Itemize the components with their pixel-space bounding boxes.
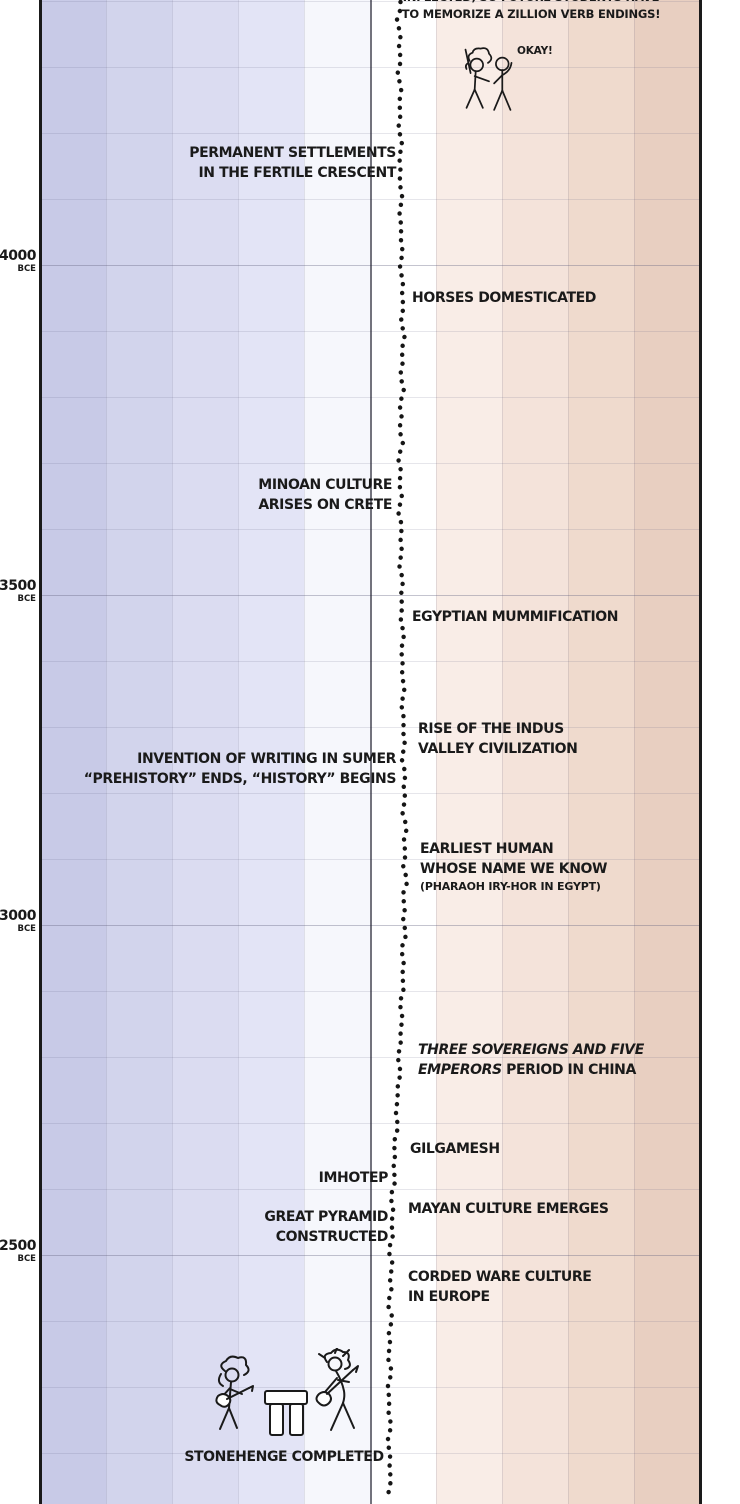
event-label-gilgamesh: GILGAMESH xyxy=(410,1141,500,1157)
tick-unit-label: BCE xyxy=(17,594,36,604)
gradient-band xyxy=(634,0,700,1504)
gridline-minor xyxy=(436,0,437,1504)
zero-temperature-gridline xyxy=(370,0,372,1504)
event-label-egyptian-mummification: EGYPTIAN MUMMIFICATION xyxy=(412,609,619,625)
tick-year-label: 2500 xyxy=(0,1238,36,1254)
gridline-minor xyxy=(568,0,569,1504)
gridline-minor xyxy=(106,0,107,1504)
event-label-three-sovereigns-five-emperors: THREE SOVEREIGNS AND FIVE EMPERORS PERIOD… xyxy=(418,1042,644,1078)
event-label-minoan-culture: MINOAN CULTURE ARISES ON CRETE xyxy=(258,477,392,513)
gradient-band xyxy=(568,0,634,1504)
tick-unit-label: BCE xyxy=(17,1254,36,1264)
axis-tick-4000-bce: 4000 BCE xyxy=(0,247,36,274)
tick-year-label: 3500 xyxy=(0,578,36,594)
gradient-band xyxy=(238,0,304,1504)
speech-reply: OKAY! xyxy=(517,45,553,57)
axis-tick-2500-bce: 2500 BCE xyxy=(0,1237,36,1264)
event-label-permanent-settlements: PERMANENT SETTLEMENTS IN THE FERTILE CRES… xyxy=(189,145,396,181)
gradient-band xyxy=(502,0,568,1504)
gradient-band xyxy=(436,0,502,1504)
gradient-band xyxy=(40,0,106,1504)
stick-figures-talking-icon xyxy=(464,47,513,111)
gradient-band xyxy=(304,0,370,1504)
gridline-minor xyxy=(502,0,503,1504)
tick-year-label: 3000 xyxy=(0,908,36,924)
event-label-imhotep: IMHOTEP xyxy=(318,1170,389,1186)
axis-tick-3000-bce: 3000 BCE xyxy=(0,907,36,934)
tick-year-label: 4000 xyxy=(0,248,36,264)
event-label-mayan-culture: MAYAN CULTURE EMERGES xyxy=(408,1201,609,1217)
gridline-minor xyxy=(634,0,635,1504)
gridline-minor xyxy=(172,0,173,1504)
event-label-horses-domesticated: HORSES DOMESTICATED xyxy=(412,290,597,306)
speech-line-1: INFLECTED, SO FUTURE STUDENTS HAVE xyxy=(403,0,660,5)
plot-border-right xyxy=(699,0,702,1504)
event-label-indus-valley: RISE OF THE INDUS VALLEY CIVILIZATION xyxy=(418,721,578,757)
gridline-minor xyxy=(304,0,305,1504)
speech-line-2: TO MEMORIZE A ZILLION VERB ENDINGS! xyxy=(401,7,661,21)
event-label-stonehenge-completed: STONEHENGE COMPLETED xyxy=(184,1449,384,1465)
tick-unit-label: BCE xyxy=(17,924,36,934)
event-label-great-pyramid: GREAT PYRAMID CONSTRUCTED xyxy=(264,1209,388,1245)
event-label-earliest-named-human: EARLIEST HUMAN WHOSE NAME WE KNOW (PHARAOH… xyxy=(420,841,608,893)
axis-tick-3500-bce: 3500 BCE xyxy=(0,577,36,604)
gridline-minor xyxy=(238,0,239,1504)
event-label-invention-of-writing: INVENTION OF WRITING IN SUMER “PREHISTORY… xyxy=(83,751,397,787)
event-label-corded-ware: CORDED WARE CULTURE IN EUROPE xyxy=(408,1269,592,1305)
rock-band-stonehenge-icon xyxy=(215,1348,359,1436)
tick-unit-label: BCE xyxy=(17,264,36,274)
gradient-band xyxy=(106,0,172,1504)
gradient-band xyxy=(172,0,238,1504)
plot-border-left xyxy=(39,0,42,1504)
